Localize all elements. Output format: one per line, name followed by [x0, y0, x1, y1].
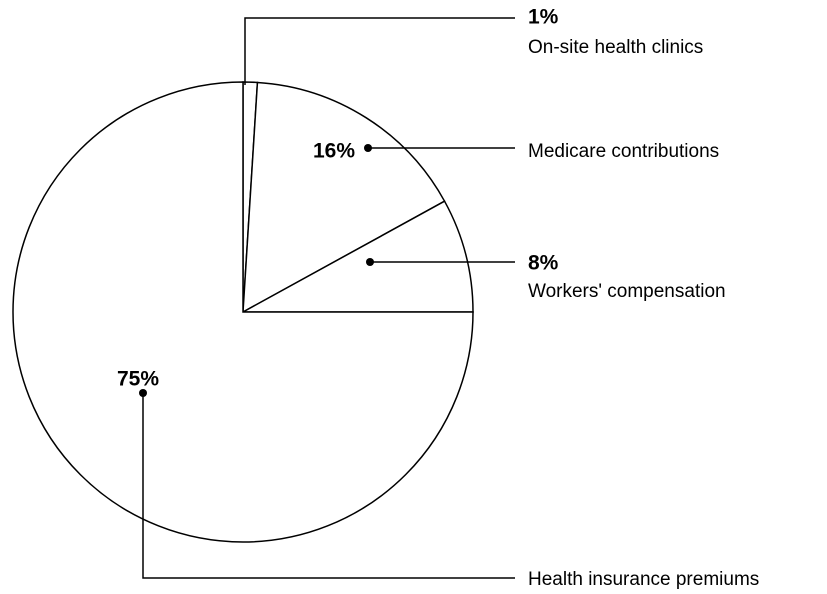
slice-category-label: On-site health clinics: [528, 37, 703, 58]
pie-slice: [12, 81, 474, 543]
slice-category-label: Health insurance premiums: [528, 569, 759, 590]
leader-dot: [139, 389, 147, 397]
slice-value-label: 75%: [117, 368, 159, 391]
leader-dot: [364, 144, 372, 152]
pie-slice: [242, 200, 474, 313]
slice-category-label: Medicare contributions: [528, 141, 719, 162]
leader-line: [244, 17, 515, 85]
slice-value-label: 16%: [313, 140, 355, 163]
slice-value-label: 8%: [528, 252, 559, 275]
slice-category-label: Workers' compensation: [528, 281, 726, 302]
leader-line: [142, 393, 515, 579]
leader-dot: [366, 258, 374, 266]
pie-slice: [242, 81, 446, 314]
slice-value-label: 1%: [528, 6, 559, 29]
